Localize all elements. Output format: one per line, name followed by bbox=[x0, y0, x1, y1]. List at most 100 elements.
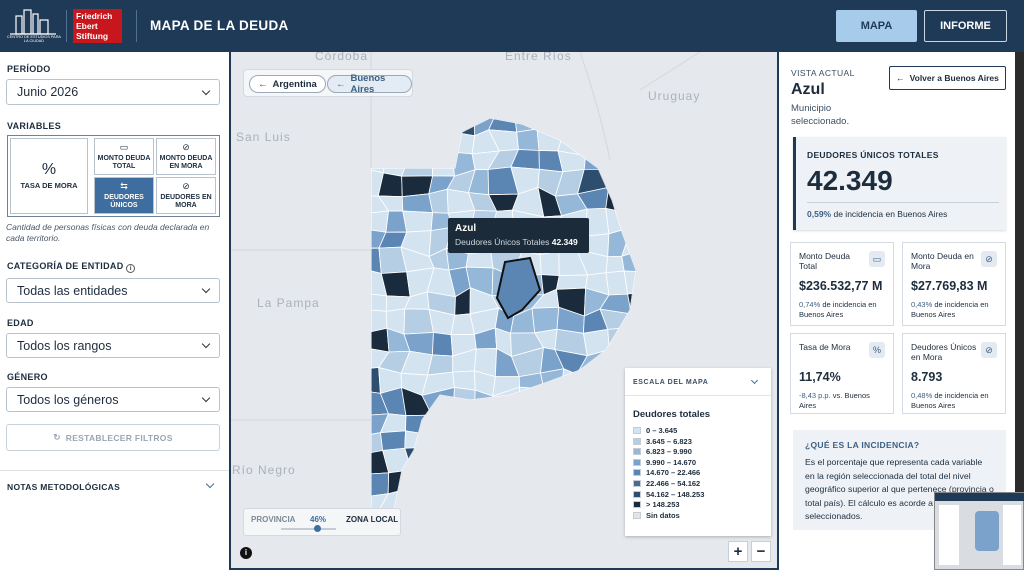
municipality[interactable] bbox=[575, 388, 608, 416]
municipality[interactable] bbox=[582, 328, 610, 357]
municipality[interactable] bbox=[429, 466, 450, 494]
municipality[interactable] bbox=[605, 207, 633, 235]
municipality[interactable] bbox=[643, 148, 676, 176]
municipality[interactable] bbox=[475, 489, 501, 517]
municipality[interactable] bbox=[431, 151, 456, 177]
municipality[interactable] bbox=[554, 509, 586, 533]
municipality[interactable] bbox=[401, 112, 428, 131]
municipality[interactable] bbox=[402, 210, 434, 233]
municipality[interactable] bbox=[536, 509, 556, 533]
slider-handle[interactable] bbox=[314, 525, 321, 532]
municipality[interactable] bbox=[401, 151, 434, 177]
gender-select[interactable]: Todos los géneros bbox=[6, 387, 220, 412]
municipality[interactable] bbox=[538, 411, 566, 434]
variable-tile[interactable]: ⊘ MONTO DEUDA EN MORA bbox=[156, 138, 216, 175]
municipality[interactable] bbox=[449, 409, 475, 432]
municipality[interactable] bbox=[404, 488, 430, 514]
municipality[interactable] bbox=[597, 394, 624, 410]
municipality[interactable] bbox=[554, 432, 582, 450]
municipality[interactable] bbox=[608, 168, 632, 197]
municipality[interactable] bbox=[404, 447, 435, 471]
municipality[interactable] bbox=[541, 388, 565, 415]
municipality[interactable] bbox=[356, 247, 382, 274]
municipality[interactable] bbox=[625, 212, 651, 234]
municipality[interactable] bbox=[491, 532, 520, 549]
municipality[interactable] bbox=[538, 468, 565, 494]
municipality[interactable] bbox=[431, 332, 454, 357]
municipality[interactable] bbox=[356, 109, 389, 131]
municipality[interactable] bbox=[493, 489, 523, 516]
municipality[interactable] bbox=[607, 327, 632, 351]
municipality[interactable] bbox=[555, 274, 589, 290]
municipality[interactable] bbox=[621, 226, 651, 257]
municipality[interactable] bbox=[406, 466, 435, 494]
municipality[interactable] bbox=[427, 512, 450, 529]
municipality[interactable] bbox=[444, 450, 477, 477]
nav-button[interactable]: INFORME bbox=[924, 10, 1007, 42]
municipality[interactable] bbox=[648, 331, 674, 353]
municipality[interactable] bbox=[360, 148, 386, 174]
municipality[interactable] bbox=[471, 532, 496, 553]
municipality[interactable] bbox=[427, 486, 450, 514]
municipality[interactable] bbox=[623, 270, 648, 295]
municipality[interactable] bbox=[364, 292, 388, 312]
municipality[interactable] bbox=[490, 513, 523, 534]
municipality[interactable] bbox=[401, 129, 433, 154]
back-button[interactable]: ← Volver a Buenos Aires bbox=[889, 66, 1006, 90]
municipality[interactable] bbox=[380, 109, 410, 131]
municipality[interactable] bbox=[445, 526, 479, 556]
municipality[interactable] bbox=[579, 432, 606, 454]
municipality[interactable] bbox=[401, 193, 434, 214]
municipality[interactable] bbox=[404, 512, 434, 534]
municipality[interactable] bbox=[445, 512, 479, 532]
municipality[interactable] bbox=[625, 195, 654, 217]
municipality[interactable] bbox=[518, 492, 540, 514]
municipality[interactable] bbox=[620, 147, 644, 177]
municipality[interactable] bbox=[449, 429, 473, 454]
reset-button[interactable]: ↻ RESTABLECER FILTROS bbox=[6, 424, 220, 451]
municipality[interactable] bbox=[492, 451, 514, 473]
nav-button[interactable]: MAPA bbox=[836, 10, 917, 42]
variable-tile[interactable]: ⇆ DEUDORES ÚNICOS bbox=[94, 177, 154, 214]
municipality[interactable] bbox=[598, 150, 625, 177]
municipality[interactable] bbox=[427, 414, 454, 435]
municipality[interactable] bbox=[531, 306, 560, 334]
municipality[interactable] bbox=[575, 490, 600, 516]
municipality[interactable] bbox=[620, 128, 647, 152]
municipality[interactable] bbox=[561, 388, 587, 416]
municipality[interactable] bbox=[580, 466, 603, 494]
municipality[interactable] bbox=[466, 451, 498, 477]
municipality[interactable] bbox=[510, 449, 542, 473]
municipality[interactable] bbox=[534, 432, 566, 451]
municipality[interactable] bbox=[576, 527, 605, 552]
municipality[interactable] bbox=[448, 486, 478, 517]
municipality[interactable] bbox=[554, 527, 586, 553]
variable-tile[interactable]: ⊘ DEUDORES EN MORA bbox=[156, 177, 216, 214]
municipality[interactable] bbox=[580, 448, 606, 478]
info-icon[interactable]: i bbox=[126, 264, 136, 273]
municipality[interactable] bbox=[554, 448, 584, 477]
municipality[interactable] bbox=[384, 129, 412, 153]
entity-select[interactable]: Todas las entidades bbox=[6, 278, 220, 303]
selected-municipality[interactable] bbox=[495, 256, 542, 320]
municipality[interactable] bbox=[426, 129, 456, 154]
municipality[interactable] bbox=[427, 354, 454, 376]
municipality[interactable] bbox=[585, 207, 610, 237]
municipality[interactable] bbox=[644, 130, 676, 149]
municipality[interactable] bbox=[579, 129, 607, 157]
municipality[interactable] bbox=[428, 188, 449, 214]
municipality[interactable] bbox=[644, 307, 673, 333]
municipality[interactable] bbox=[492, 428, 515, 456]
period-select[interactable]: Junio 2026 bbox=[6, 79, 220, 105]
municipality[interactable] bbox=[651, 191, 673, 216]
municipality[interactable] bbox=[471, 409, 497, 436]
municipality[interactable] bbox=[513, 408, 543, 433]
zoom-out[interactable]: − bbox=[751, 541, 771, 562]
municipality[interactable] bbox=[519, 512, 542, 534]
municipality[interactable] bbox=[425, 112, 456, 134]
zoom-in[interactable]: + bbox=[728, 541, 748, 562]
municipality[interactable] bbox=[605, 370, 628, 396]
municipality[interactable] bbox=[452, 386, 476, 418]
municipality[interactable] bbox=[511, 526, 543, 550]
municipality[interactable] bbox=[539, 250, 560, 276]
